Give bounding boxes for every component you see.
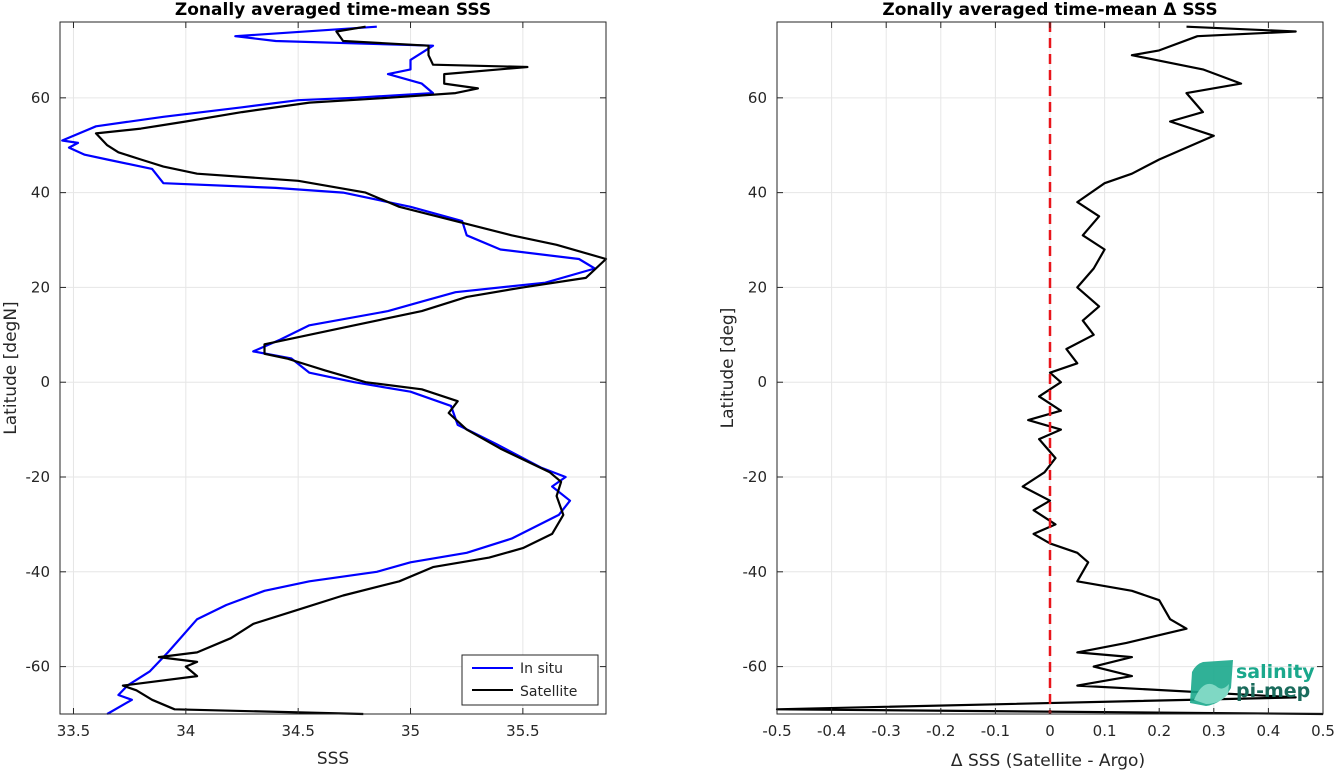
delta-sss-y-tick-label: -40 bbox=[743, 563, 768, 581]
delta-sss-y-tick-label: -60 bbox=[743, 658, 768, 676]
legend-in-situ-label: In situ bbox=[520, 661, 563, 677]
sss-y-tick-label: -20 bbox=[26, 468, 51, 486]
salinity-pi-mep-logo: salinity pi-mep bbox=[1190, 660, 1315, 706]
delta-sss-y-tick-label: 0 bbox=[757, 373, 767, 391]
sss-chart: 33.5 34 34.5 35 35.5 -60 -40 -20 0 20 40 60 Zonally… bbox=[1, 0, 608, 769]
sss-x-tick-label: 34.5 bbox=[281, 722, 314, 740]
delta-sss-x-tick-label: -0.2 bbox=[926, 722, 955, 740]
logo-line-1: salinity bbox=[1236, 661, 1315, 683]
sss-series-satellite-line bbox=[94, 25, 608, 716]
legend-box bbox=[461, 654, 599, 706]
delta-sss-x-axis-label: Δ SSS (Satellite - Argo) bbox=[951, 751, 1145, 770]
delta-sss-x-tick-label: 0.3 bbox=[1202, 722, 1226, 740]
delta-sss-chart-title: Zonally averaged time-mean Δ SSS bbox=[882, 0, 1217, 20]
logo-wave-highlight-icon bbox=[1194, 683, 1229, 704]
delta-sss-y-tick-label: 60 bbox=[748, 89, 767, 107]
sss-y-axis-label: Latitude [degN] bbox=[1, 301, 21, 434]
sss-y-tick-label: 0 bbox=[40, 373, 50, 391]
delta-sss-x-tick-label: 0.2 bbox=[1147, 722, 1171, 740]
logo-line-2: pi-mep bbox=[1236, 680, 1310, 702]
sss-ticks: 33.5 34 34.5 35 35.5 -60 -40 -20 0 20 40 60 bbox=[26, 22, 606, 740]
sss-legend: In situ Satellite bbox=[461, 654, 599, 706]
delta-sss-series-delta-line bbox=[775, 25, 1324, 716]
delta-sss-y-tick-label: 40 bbox=[748, 184, 767, 202]
delta-sss-y-axis-label: Latitude [deg] bbox=[718, 308, 738, 429]
delta-sss-y-tick-label: -20 bbox=[743, 468, 768, 486]
delta-sss-x-tick-label: 0.4 bbox=[1256, 722, 1280, 740]
sss-x-tick-label: 33.5 bbox=[57, 722, 90, 740]
sss-y-tick-label: -60 bbox=[26, 658, 51, 676]
sss-chart-title: Zonally averaged time-mean SSS bbox=[175, 0, 491, 20]
delta-sss-x-tick-label: -0.3 bbox=[872, 722, 901, 740]
sss-series bbox=[61, 25, 608, 716]
delta-sss-x-tick-label: -0.4 bbox=[817, 722, 846, 740]
sss-x-tick-label: 34 bbox=[176, 722, 195, 740]
sss-plot-frame bbox=[59, 21, 607, 715]
delta-sss-x-tick-label: 0.5 bbox=[1311, 722, 1335, 740]
sss-y-tick-label: 40 bbox=[31, 184, 50, 202]
delta-sss-ticks: -0.5 -0.4 -0.3 -0.2 -0.1 0 0.1 0.2 0.3 0.4 0.5 -60 -… bbox=[743, 22, 1335, 740]
delta-sss-x-tick-label: 0.1 bbox=[1093, 722, 1117, 740]
delta-sss-x-tick-label: -0.1 bbox=[981, 722, 1010, 740]
delta-sss-y-tick-label: 20 bbox=[748, 278, 767, 296]
sss-x-tick-label: 35 bbox=[401, 722, 420, 740]
delta-sss-series bbox=[775, 22, 1324, 716]
sss-x-tick-label: 35.5 bbox=[506, 722, 539, 740]
sss-y-tick-label: 20 bbox=[31, 278, 50, 296]
sss-plot-area bbox=[60, 22, 606, 714]
delta-sss-x-tick-label: -0.5 bbox=[762, 722, 791, 740]
sss-x-axis-label: SSS bbox=[317, 749, 349, 769]
delta-sss-x-tick-label: 0 bbox=[1045, 722, 1055, 740]
sss-y-tick-label: -40 bbox=[26, 563, 51, 581]
legend-satellite-label: Satellite bbox=[520, 684, 577, 700]
delta-sss-chart: -0.5 -0.4 -0.3 -0.2 -0.1 0 0.1 0.2 0.3 0.4 0.5 -60 -… bbox=[718, 0, 1335, 770]
sss-series-in-situ-line bbox=[61, 25, 596, 715]
sss-y-tick-label: 60 bbox=[31, 89, 50, 107]
